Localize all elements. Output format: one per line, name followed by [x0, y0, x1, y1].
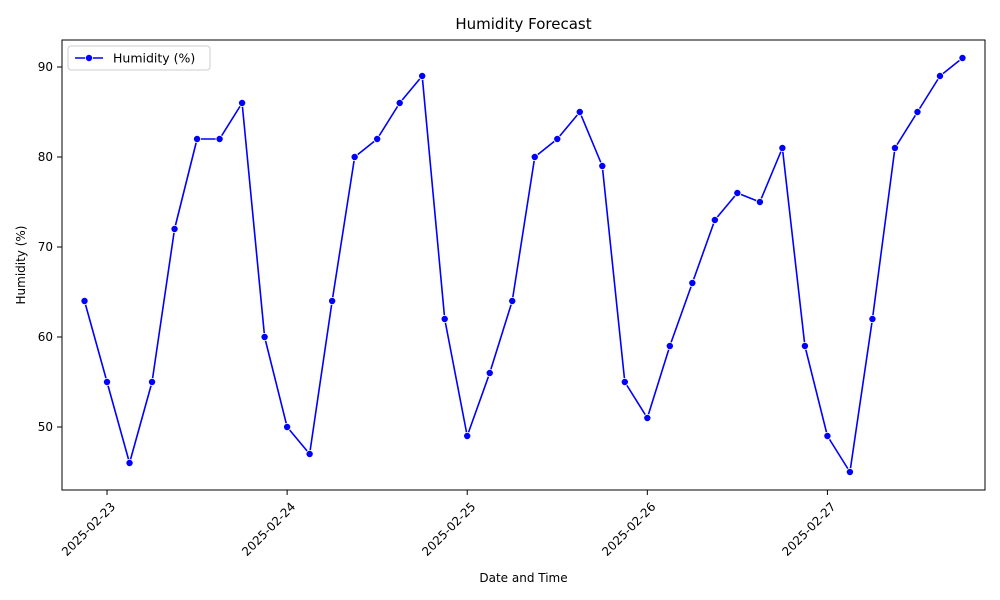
humidity-data-point — [463, 431, 472, 440]
humidity-data-point — [193, 134, 202, 143]
y-tick-label: 90 — [38, 60, 53, 74]
y-tick-label: 80 — [38, 150, 53, 164]
humidity-data-point — [643, 413, 652, 422]
legend-box — [67, 45, 211, 71]
humidity-data-point — [125, 458, 134, 467]
humidity-data-point — [733, 188, 742, 197]
humidity-data-point — [395, 99, 404, 108]
humidity-data-point — [575, 108, 584, 117]
humidity-data-point — [913, 108, 922, 117]
humidity-data-point — [935, 72, 944, 81]
humidity-data-point — [755, 197, 764, 206]
y-tick-label: 70 — [38, 240, 53, 254]
humidity-data-point — [823, 431, 832, 440]
humidity-data-point — [868, 314, 877, 323]
humidity-data-point — [103, 377, 112, 386]
humidity-data-point — [508, 296, 517, 305]
humidity-data-point — [688, 278, 697, 287]
humidity-data-point — [350, 152, 359, 161]
humidity-data-point — [890, 143, 899, 152]
plot-area — [61, 39, 986, 491]
humidity-data-point — [665, 341, 674, 350]
humidity-data-point — [800, 341, 809, 350]
humidity-data-point — [553, 134, 562, 143]
y-tick-label: 50 — [38, 420, 53, 434]
humidity-data-point — [958, 54, 967, 63]
humidity-data-point — [418, 72, 427, 81]
humidity-data-point — [530, 152, 539, 161]
humidity-data-point — [238, 99, 247, 108]
humidity-data-point — [485, 368, 494, 377]
humidity-data-point — [80, 296, 89, 305]
humidity-data-point — [328, 296, 337, 305]
legend: Humidity (%) — [67, 45, 211, 71]
humidity-data-point — [148, 377, 157, 386]
humidity-data-point — [778, 143, 787, 152]
humidity-data-point — [598, 161, 607, 170]
x-axis-label: Date and Time — [479, 571, 567, 585]
humidity-data-point — [710, 215, 719, 224]
humidity-series-line — [83, 57, 963, 473]
humidity-data-point — [620, 377, 629, 386]
humidity-data-point — [440, 314, 449, 323]
legend-marker-swatch — [85, 54, 94, 63]
y-axis-label: Humidity (%) — [14, 226, 28, 305]
humidity-data-point — [215, 134, 224, 143]
humidity-data-point — [283, 422, 292, 431]
humidity-data-point — [170, 224, 179, 233]
humidity-data-point — [373, 134, 382, 143]
legend-entry-label: Humidity (%) — [113, 51, 195, 66]
plot-frame — [61, 39, 986, 491]
humidity-data-point — [260, 332, 269, 341]
humidity-data-point — [845, 467, 854, 476]
y-tick-label: 60 — [38, 330, 53, 344]
y-axis: 50 60 70 80 90 — [38, 60, 62, 434]
chart-title: Humidity Forecast — [455, 15, 591, 33]
humidity-data-point — [305, 449, 314, 458]
